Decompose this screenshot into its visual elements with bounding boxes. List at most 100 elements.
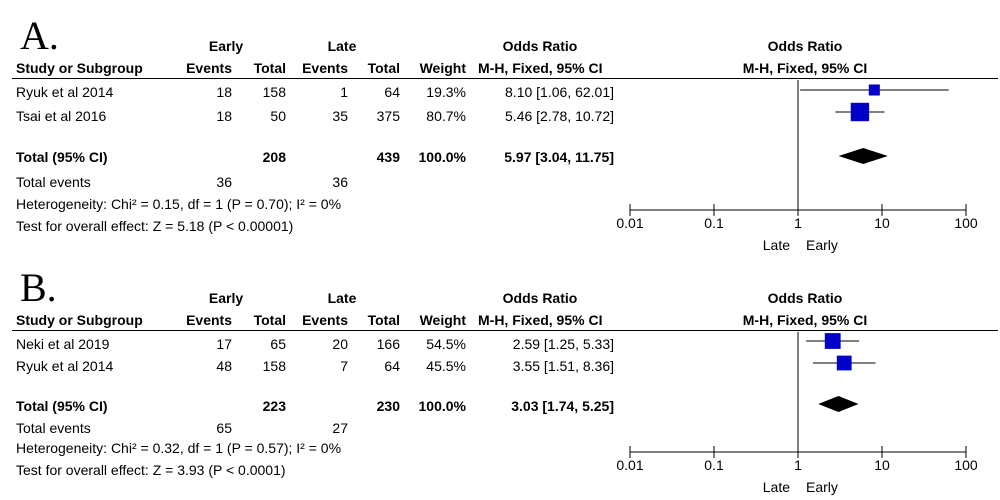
- weight-header: Weight: [419, 60, 466, 76]
- study-weight: 80.7%: [426, 108, 466, 124]
- late-total: 375: [376, 108, 400, 124]
- forest-plot-a: 0.01 0.1 1 10 100 Late Early: [616, 80, 978, 253]
- study-ci: 5.46 [2.78, 10.72]: [505, 108, 614, 124]
- x-tick-label: 1: [794, 215, 802, 231]
- events-header-early: Events: [186, 312, 232, 328]
- study-marker: [850, 102, 870, 122]
- favours-early-label: Early: [806, 479, 838, 495]
- forest-panel-a: A. Early Late Odds Ratio Odds Ratio Stud…: [0, 0, 1000, 253]
- or-title-left: Odds Ratio: [502, 38, 578, 54]
- heterogeneity-text: Heterogeneity: Chi² = 0.32, df = 1 (P = …: [16, 440, 342, 456]
- study-weight: 19.3%: [426, 84, 466, 100]
- total-ci: 5.97 [3.04, 11.75]: [504, 149, 614, 165]
- total-header-late: Total: [367, 312, 400, 328]
- total-header-early: Total: [253, 60, 286, 76]
- header-rule: [12, 330, 998, 331]
- group1-header: Early: [208, 290, 244, 306]
- study-name: Ryuk et al 2014: [16, 84, 114, 100]
- study-marker: [824, 333, 841, 349]
- events-header-late: Events: [302, 312, 348, 328]
- total-label: Total (95% CI): [16, 398, 108, 414]
- early-total: 158: [262, 358, 286, 374]
- early-total-sum: 223: [262, 398, 286, 414]
- header-rule: [12, 78, 998, 79]
- events-header-late: Events: [302, 60, 348, 76]
- or-method-left: M-H, Fixed, 95% CI: [478, 312, 603, 328]
- weight-header: Weight: [419, 312, 466, 328]
- or-method-left: M-H, Fixed, 95% CI: [478, 60, 603, 76]
- late-total-sum: 439: [376, 149, 400, 165]
- late-events: 7: [340, 358, 348, 374]
- total-weight: 100.0%: [418, 149, 466, 165]
- late-events: 35: [332, 108, 348, 124]
- favours-late-label: Late: [763, 479, 790, 495]
- forest-plot-b: 0.01 0.1 1 10 100 Late Early: [616, 332, 978, 495]
- total-events-label: Total events: [16, 174, 91, 190]
- study-name: Neki et al 2019: [16, 336, 110, 352]
- or-method-right: M-H, Fixed, 95% CI: [742, 312, 868, 328]
- x-tick-label: 0.01: [616, 457, 643, 473]
- study-ci: 2.59 [1.25, 5.33]: [512, 336, 614, 352]
- x-tick-label: 0.1: [704, 215, 724, 231]
- pooled-diamond: [818, 396, 859, 412]
- total-events-early: 65: [216, 420, 232, 436]
- or-title-right: Odds Ratio: [767, 38, 843, 54]
- panel-label: A.: [20, 13, 59, 58]
- overall-effect-text: Test for overall effect: Z = 5.18 (P < 0…: [16, 218, 294, 234]
- total-events-late: 27: [332, 420, 348, 436]
- late-total: 166: [376, 336, 400, 352]
- study-name: Tsai et al 2016: [16, 108, 107, 124]
- late-events: 20: [332, 336, 348, 352]
- total-header-early: Total: [253, 312, 286, 328]
- panel-label: B.: [20, 265, 57, 310]
- study-name: Ryuk et al 2014: [16, 358, 114, 374]
- or-method-right: M-H, Fixed, 95% CI: [742, 60, 868, 76]
- x-tick-label: 10: [874, 457, 890, 473]
- x-tick-label: 0.1: [704, 457, 724, 473]
- total-events-label: Total events: [16, 420, 91, 436]
- study-weight: 54.5%: [426, 336, 466, 352]
- total-label: Total (95% CI): [16, 149, 108, 165]
- events-header-early: Events: [186, 60, 232, 76]
- total-events-early: 36: [216, 174, 232, 190]
- study-ci: 8.10 [1.06, 62.01]: [505, 84, 614, 100]
- or-title-left: Odds Ratio: [502, 290, 578, 306]
- early-total-sum: 208: [262, 149, 286, 165]
- study-header: Study or Subgroup: [16, 60, 143, 76]
- early-total: 158: [262, 84, 286, 100]
- study-weight: 45.5%: [426, 358, 466, 374]
- group1-header: Early: [208, 38, 244, 54]
- x-tick-label: 0.01: [616, 215, 643, 231]
- total-events-late: 36: [332, 174, 348, 190]
- late-total-sum: 230: [376, 398, 400, 414]
- total-header-late: Total: [367, 60, 400, 76]
- heterogeneity-text: Heterogeneity: Chi² = 0.15, df = 1 (P = …: [16, 196, 342, 212]
- x-tick-label: 100: [954, 457, 978, 473]
- forest-panel-b: B. Early Late Odds Ratio Odds Ratio Stud…: [0, 252, 1000, 500]
- late-total: 64: [384, 358, 400, 374]
- late-events: 1: [340, 84, 348, 100]
- study-ci: 3.55 [1.51, 8.36]: [512, 358, 614, 374]
- overall-effect-text: Test for overall effect: Z = 3.93 (P < 0…: [16, 462, 286, 478]
- early-events: 18: [216, 108, 232, 124]
- study-header: Study or Subgroup: [16, 312, 143, 328]
- early-events: 17: [216, 336, 232, 352]
- x-tick-label: 100: [954, 215, 978, 231]
- total-ci: 3.03 [1.74, 5.25]: [511, 398, 614, 414]
- group2-header: Late: [327, 290, 357, 306]
- late-total: 64: [384, 84, 400, 100]
- study-marker: [868, 84, 880, 96]
- group2-header: Late: [327, 38, 357, 54]
- total-weight: 100.0%: [418, 398, 466, 414]
- favours-late-label: Late: [763, 237, 790, 253]
- early-events: 18: [216, 84, 232, 100]
- x-tick-label: 10: [874, 215, 890, 231]
- early-events: 48: [216, 358, 232, 374]
- or-title-right: Odds Ratio: [767, 290, 843, 306]
- study-marker: [836, 355, 852, 371]
- favours-early-label: Early: [806, 237, 838, 253]
- early-total: 65: [270, 336, 286, 352]
- early-total: 50: [270, 108, 286, 124]
- x-tick-label: 1: [794, 457, 802, 473]
- pooled-diamond: [838, 148, 888, 164]
